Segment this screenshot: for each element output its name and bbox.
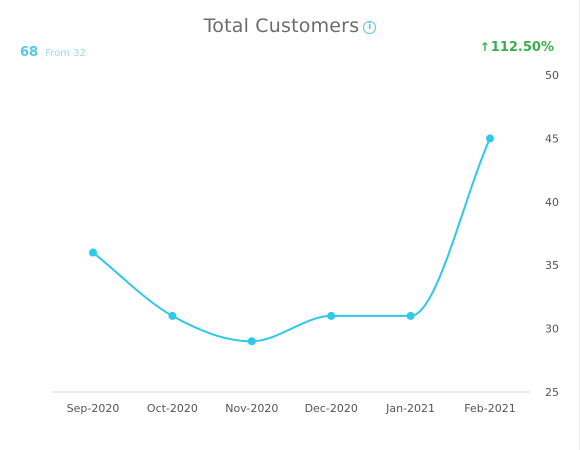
change-value: 112.50% [490, 40, 554, 55]
current-value: 68 [20, 45, 39, 60]
data-point[interactable] [168, 311, 177, 320]
y-tick-label: 50 [545, 69, 559, 82]
x-tick-label: Sep-2020 [67, 402, 120, 415]
y-tick-label: 45 [545, 132, 559, 145]
info-icon[interactable]: i [363, 21, 377, 34]
data-point[interactable] [486, 134, 494, 143]
data-point[interactable] [327, 311, 336, 320]
data-points [89, 134, 494, 346]
data-point[interactable] [406, 311, 415, 320]
up-arrow-icon: ↑ [479, 40, 490, 54]
from-label: From 32 [45, 48, 86, 59]
x-axis: Sep-2020 Oct-2020 Nov-2020 Dec-2020 Jan-2021… [67, 402, 516, 415]
y-axis: 25 30 35 40 45 50 [545, 69, 559, 399]
x-tick-label: Jan-2021 [385, 402, 435, 415]
x-tick-label: Feb-2021 [464, 402, 515, 415]
chart-title-text: Total Customers [203, 15, 360, 37]
change-indicator: ↑112.50% [480, 40, 554, 55]
summary: 68 From 32 [20, 41, 86, 60]
y-tick-label: 25 [545, 386, 559, 399]
data-point[interactable] [247, 337, 256, 346]
x-tick-label: Dec-2020 [305, 402, 358, 415]
x-tick-label: Oct-2020 [147, 402, 198, 415]
y-tick-label: 35 [545, 259, 559, 272]
x-tick-label: Nov-2020 [225, 402, 278, 415]
chart-title: Total Customers i [0, 15, 580, 37]
series-line [92, 137, 491, 343]
y-tick-label: 40 [545, 196, 559, 209]
data-point[interactable] [89, 248, 97, 257]
y-tick-label: 30 [545, 323, 559, 336]
